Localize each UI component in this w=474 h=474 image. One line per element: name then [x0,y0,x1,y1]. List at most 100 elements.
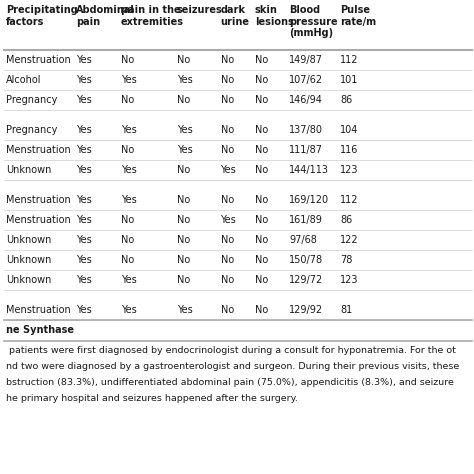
Text: 112: 112 [340,195,359,205]
Text: Yes: Yes [76,75,91,85]
Text: 129/92: 129/92 [289,305,323,315]
Text: No: No [177,235,190,245]
Text: 123: 123 [340,275,359,285]
Text: Pregnancy: Pregnancy [6,125,57,135]
Text: 122: 122 [340,235,359,245]
Text: 116: 116 [340,145,359,155]
Text: No: No [255,275,268,285]
Text: Menstruation: Menstruation [6,215,71,225]
Text: Yes: Yes [76,275,91,285]
Text: Precipitating
factors: Precipitating factors [6,5,78,27]
Text: No: No [255,165,268,175]
Text: Yes: Yes [177,75,192,85]
Text: No: No [177,165,190,175]
Text: 161/89: 161/89 [289,215,323,225]
Text: bstruction (83.3%), undifferentiated abdominal pain (75.0%), appendicitis (8.3%): bstruction (83.3%), undifferentiated abd… [6,378,454,387]
Text: 169/120: 169/120 [289,195,329,205]
Text: No: No [255,125,268,135]
Text: Yes: Yes [76,145,91,155]
Text: Yes: Yes [177,145,192,155]
Text: No: No [255,215,268,225]
Text: Menstruation: Menstruation [6,55,71,65]
Text: 111/87: 111/87 [289,145,323,155]
Text: Unknown: Unknown [6,165,51,175]
Text: 86: 86 [340,95,353,105]
Text: Menstruation: Menstruation [6,145,71,155]
Text: seizures: seizures [177,5,223,15]
Text: Yes: Yes [76,195,91,205]
Text: No: No [220,255,234,265]
Text: Pregnancy: Pregnancy [6,95,57,105]
Text: Yes: Yes [121,195,137,205]
Text: skin
lesions: skin lesions [255,5,293,27]
Text: 123: 123 [340,165,359,175]
Text: Yes: Yes [220,165,236,175]
Text: Unknown: Unknown [6,275,51,285]
Text: Blood
pressure
(mmHg): Blood pressure (mmHg) [289,5,338,38]
Text: 97/68: 97/68 [289,235,317,245]
Text: Menstruation: Menstruation [6,305,71,315]
Text: No: No [220,305,234,315]
Text: 104: 104 [340,125,359,135]
Text: 149/87: 149/87 [289,55,323,65]
Text: Yes: Yes [76,215,91,225]
Text: Menstruation: Menstruation [6,195,71,205]
Text: No: No [121,215,134,225]
Text: Yes: Yes [76,165,91,175]
Text: 150/78: 150/78 [289,255,323,265]
Text: No: No [255,75,268,85]
Text: 86: 86 [340,215,353,225]
Text: Yes: Yes [220,215,236,225]
Text: No: No [220,275,234,285]
Text: 129/72: 129/72 [289,275,323,285]
Text: 146/94: 146/94 [289,95,323,105]
Text: Yes: Yes [121,125,137,135]
Text: Alcohol: Alcohol [6,75,41,85]
Text: No: No [220,75,234,85]
Text: 144/113: 144/113 [289,165,329,175]
Text: Yes: Yes [177,305,192,315]
Text: No: No [177,215,190,225]
Text: pain in the
extremities: pain in the extremities [121,5,184,27]
Text: Yes: Yes [76,255,91,265]
Text: No: No [121,235,134,245]
Text: ne Synthase: ne Synthase [6,325,74,335]
Text: dark
urine: dark urine [220,5,249,27]
Text: Yes: Yes [76,55,91,65]
Text: 107/62: 107/62 [289,75,323,85]
Text: No: No [220,195,234,205]
Text: 137/80: 137/80 [289,125,323,135]
Text: No: No [121,95,134,105]
Text: No: No [255,55,268,65]
Text: Pulse
rate/m: Pulse rate/m [340,5,376,27]
Text: Yes: Yes [121,275,137,285]
Text: Abdominal
pain: Abdominal pain [76,5,135,27]
Text: No: No [220,235,234,245]
Text: Unknown: Unknown [6,235,51,245]
Text: No: No [255,145,268,155]
Text: No: No [220,55,234,65]
Text: Yes: Yes [76,95,91,105]
Text: 81: 81 [340,305,353,315]
Text: No: No [255,255,268,265]
Text: No: No [255,305,268,315]
Text: nd two were diagnosed by a gastroenterologist and surgeon. During their previous: nd two were diagnosed by a gastroenterol… [6,362,459,371]
Text: No: No [177,195,190,205]
Text: No: No [121,55,134,65]
Text: No: No [177,255,190,265]
Text: Yes: Yes [177,125,192,135]
Text: No: No [220,145,234,155]
Text: he primary hospital and seizures happened after the surgery.: he primary hospital and seizures happene… [6,394,298,403]
Text: 112: 112 [340,55,359,65]
Text: patients were first diagnosed by endocrinologist during a consult for hyponatrem: patients were first diagnosed by endocri… [6,346,456,355]
Text: No: No [255,235,268,245]
Text: 101: 101 [340,75,359,85]
Text: Yes: Yes [76,125,91,135]
Text: No: No [177,95,190,105]
Text: No: No [255,195,268,205]
Text: Unknown: Unknown [6,255,51,265]
Text: No: No [177,275,190,285]
Text: No: No [220,95,234,105]
Text: Yes: Yes [121,75,137,85]
Text: No: No [220,125,234,135]
